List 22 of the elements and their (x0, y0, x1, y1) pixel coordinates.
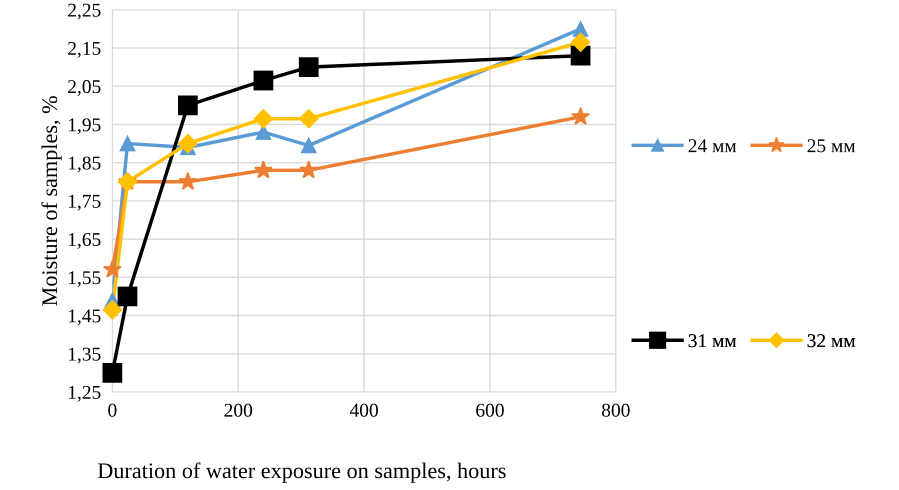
y-tick-label: 1,45 (68, 309, 101, 326)
y-tick-label: 1,55 (68, 271, 101, 288)
y-tick-label: 2,05 (68, 80, 101, 96)
y-tick-label: 1,85 (68, 156, 101, 172)
y-tick-label: 1,35 (68, 348, 101, 364)
y-tick-label: 2,25 (68, 4, 101, 20)
y-tick-label: 1,75 (68, 194, 101, 211)
x-axis-title: Duration of water exposure on samples, hours (98, 462, 506, 483)
legend-label: 31 мм (688, 334, 736, 348)
y-tick-label: 1,25 (68, 386, 101, 402)
legend-label: 32 мм (808, 334, 856, 348)
y-axis-title: Moisture of samples, % (41, 96, 62, 306)
x-tick-label: 600 (476, 404, 504, 417)
y-tick-label: 2,15 (68, 42, 101, 58)
x-tick-label: 400 (350, 404, 378, 417)
y-tick-label: 1,65 (68, 232, 101, 249)
x-tick-label: 800 (602, 404, 630, 417)
legend-label: 24 мм (688, 139, 736, 152)
x-tick-label: 0 (108, 404, 116, 417)
legend-label: 25 мм (808, 139, 856, 152)
y-tick-label: 1,95 (68, 118, 101, 134)
x-tick-label: 200 (224, 404, 252, 417)
